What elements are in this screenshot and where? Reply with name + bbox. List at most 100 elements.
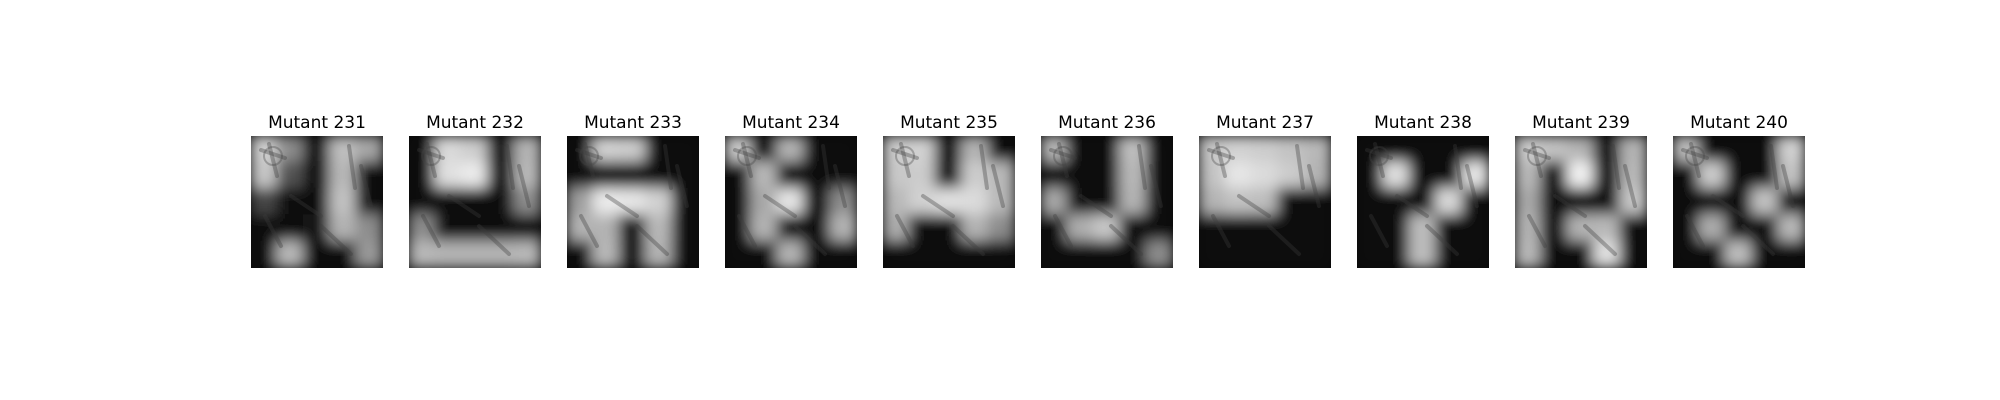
mask-cell: [460, 136, 490, 164]
mask-cell: [1092, 136, 1122, 164]
mask-cell: [1041, 161, 1069, 190]
texture-stroke: [737, 214, 757, 248]
mask-cell: [1199, 187, 1227, 217]
mask-cell: [1673, 161, 1701, 190]
texture-stroke: [575, 148, 603, 160]
mask-cell: [829, 240, 857, 268]
texture-stroke: [763, 194, 797, 218]
mask-cell: [776, 161, 806, 190]
mask-cell: [803, 240, 832, 268]
mask-cell: [1224, 240, 1253, 268]
texture-stroke: [1369, 214, 1389, 248]
mask-cell: [355, 136, 383, 164]
texture-stroke: [1215, 142, 1227, 178]
mask-cell: [1673, 240, 1701, 268]
mask-cell: [1435, 240, 1464, 268]
mask-cell: [276, 214, 305, 243]
mutant-image: [725, 136, 857, 268]
mask-cell: [1408, 214, 1438, 243]
mask-cell: [1724, 136, 1754, 164]
texture-stroke: [635, 224, 669, 256]
mask-cell: [671, 161, 699, 190]
mask-cell: [1224, 136, 1253, 164]
mask-cell: [567, 214, 595, 243]
texture-stroke: [1149, 164, 1163, 208]
texture-stroke: [319, 224, 353, 256]
texture-stroke: [1365, 148, 1393, 160]
mask-cell: [961, 214, 990, 243]
texture-ring: [1685, 146, 1705, 166]
mask-cell: [1092, 240, 1122, 268]
mask-cell: [1119, 240, 1148, 268]
mask-cell: [776, 214, 806, 243]
texture-stroke: [425, 142, 437, 178]
texture-stroke: [663, 144, 673, 190]
mask-cell: [803, 187, 832, 217]
mask-cell: [1145, 214, 1173, 243]
mask-cell: [1119, 161, 1148, 190]
mask-cell: [1382, 240, 1411, 268]
panel-title: Mutant 231: [268, 113, 366, 133]
mask-cell: [1698, 187, 1727, 217]
mask-cell: [1224, 187, 1253, 217]
mask-cell: [934, 240, 964, 268]
mask-cell: [776, 187, 806, 217]
mask-cell: [908, 240, 937, 268]
mask-cell: [750, 240, 779, 268]
mask-cell: [513, 161, 541, 190]
texture-stroke: [1295, 144, 1305, 190]
mask-cell: [1435, 214, 1464, 243]
texture-stroke: [1553, 194, 1587, 218]
mask-cell: [1145, 161, 1173, 190]
mask-cell: [829, 161, 857, 190]
texture-stroke: [793, 224, 827, 256]
texture-stroke: [505, 144, 515, 190]
mask-cell: [618, 240, 648, 268]
mask-cell: [1199, 136, 1227, 164]
mask-cell: [592, 240, 621, 268]
texture-stroke: [1049, 148, 1077, 160]
mask-cell: [1357, 161, 1385, 190]
texture-stroke: [267, 142, 279, 178]
mask-cell: [1593, 214, 1622, 243]
texture-stroke: [1611, 144, 1621, 190]
texture-stroke: [921, 194, 955, 218]
texture-stroke: [891, 148, 919, 160]
mask-cell: [725, 161, 753, 190]
mask-cell: [460, 187, 490, 217]
mask-cell: [1092, 161, 1122, 190]
mask-cell: [1566, 240, 1596, 268]
mask-cell: [671, 136, 699, 164]
mask-cell: [987, 136, 1015, 164]
mask-cell: [1066, 240, 1095, 268]
mask-cell: [276, 136, 305, 164]
mask-cell: [1698, 161, 1727, 190]
mask-cell: [829, 214, 857, 243]
mask-cell: [251, 161, 279, 190]
mask-cell: [1408, 240, 1438, 268]
mutant-image: [883, 136, 1015, 268]
mask-cell: [776, 136, 806, 164]
mask-cell: [1199, 214, 1227, 243]
mask-cell: [1593, 136, 1622, 164]
texture-stroke: [741, 142, 753, 178]
mask-cell: [1119, 187, 1148, 217]
mask-cell: [434, 136, 463, 164]
mask-cell: [1698, 136, 1727, 164]
mutant-image: [409, 136, 541, 268]
mask-cell: [1303, 161, 1331, 190]
mask-cell: [1357, 214, 1385, 243]
mask-cell: [434, 187, 463, 217]
mutant-image: [1673, 136, 1805, 268]
panel-title: Mutant 235: [900, 113, 998, 133]
texture-ring: [737, 146, 757, 166]
mask-cell: [1199, 161, 1227, 190]
mask-cell: [1540, 187, 1569, 217]
mask-cell: [434, 161, 463, 190]
mask-cell: [883, 161, 911, 190]
texture-stroke: [1207, 148, 1235, 160]
mask-cell: [1461, 161, 1489, 190]
mask-cell: [434, 214, 463, 243]
mask-cell: [1066, 136, 1095, 164]
mask-cell: [618, 136, 648, 164]
